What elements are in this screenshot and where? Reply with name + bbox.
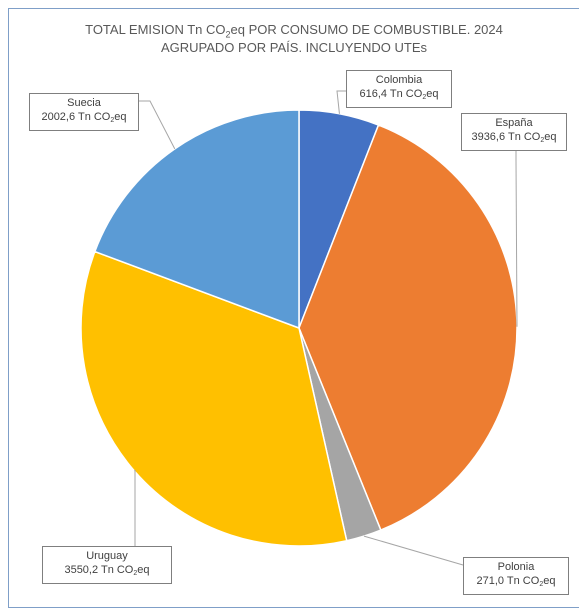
leader-line-espaa <box>516 148 517 327</box>
label-value: 3936,6 Tn CO2eq <box>466 130 562 148</box>
label-name: Suecia <box>34 96 134 110</box>
data-label-suecia: Suecia 2002,6 Tn CO2eq <box>29 93 139 131</box>
leader-line-polonia <box>364 536 463 565</box>
label-name: Polonia <box>468 560 564 574</box>
label-name: España <box>466 116 562 130</box>
pie-chart <box>0 0 579 589</box>
data-label-uruguay: Uruguay 3550,2 Tn CO2eq <box>42 546 172 584</box>
data-label-espana: España 3936,6 Tn CO2eq <box>461 113 567 151</box>
leader-line-colombia <box>337 91 346 114</box>
label-value: 616,4 Tn CO2eq <box>351 87 447 105</box>
label-name: Uruguay <box>47 549 167 563</box>
label-value: 2002,6 Tn CO2eq <box>34 110 134 128</box>
leader-line-suecia <box>139 101 175 149</box>
data-label-colombia: Colombia 616,4 Tn CO2eq <box>346 70 452 108</box>
pie-slices <box>81 110 517 546</box>
data-label-polonia: Polonia 271,0 Tn CO2eq <box>463 557 569 595</box>
label-name: Colombia <box>351 73 447 87</box>
label-value: 3550,2 Tn CO2eq <box>47 563 167 581</box>
label-value: 271,0 Tn CO2eq <box>468 574 564 592</box>
